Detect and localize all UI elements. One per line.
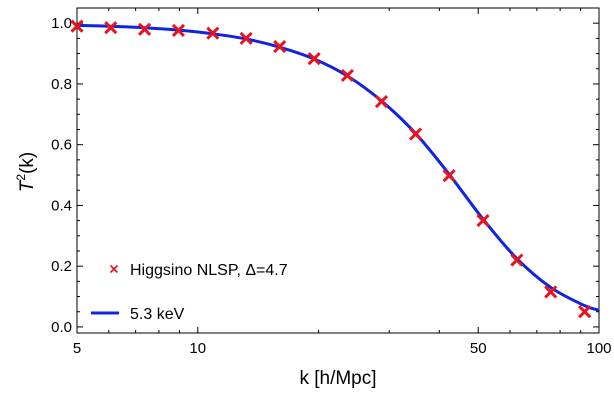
marker-stroke bbox=[409, 127, 423, 141]
y-tick-label: 0.0 bbox=[51, 319, 72, 336]
x-tick-label: 50 bbox=[470, 340, 487, 357]
marker-stroke bbox=[138, 22, 152, 36]
marker-stroke bbox=[273, 40, 287, 54]
y-axis-title: T2(k) bbox=[14, 152, 38, 192]
x-tick-label: 100 bbox=[586, 340, 611, 357]
y-tick-label: 0.2 bbox=[51, 258, 72, 275]
data-point-marker bbox=[442, 169, 456, 183]
marker-stroke bbox=[442, 169, 456, 183]
marker-stroke bbox=[70, 19, 84, 33]
axis-ticks bbox=[76, 8, 600, 333]
x-axis-title: k [h/Mpc] bbox=[299, 368, 376, 389]
legend: Higgsino NLSP, Δ=4.7 5.3 keV bbox=[91, 262, 288, 323]
marker-stroke bbox=[239, 31, 253, 45]
y-tick-label: 1.0 bbox=[51, 15, 72, 32]
data-point-marker bbox=[239, 31, 253, 45]
series-markers-group bbox=[70, 19, 592, 319]
data-point-marker bbox=[544, 285, 558, 299]
data-point-marker bbox=[374, 94, 389, 109]
y-axis-title-main: T bbox=[17, 179, 38, 192]
marker-stroke bbox=[206, 26, 220, 40]
marker-stroke bbox=[104, 21, 118, 35]
y-tick-label: 0.6 bbox=[51, 137, 72, 154]
y-axis-title-rest: (k) bbox=[17, 152, 38, 174]
data-point-marker bbox=[510, 253, 524, 267]
legend-marker-icon bbox=[109, 264, 119, 274]
data-point-marker bbox=[104, 21, 118, 35]
marker-stroke bbox=[307, 52, 321, 66]
marker-stroke bbox=[374, 94, 389, 109]
marker-stroke bbox=[578, 305, 592, 319]
marker-stroke bbox=[171, 23, 186, 38]
data-point-marker bbox=[307, 52, 321, 66]
marker-stroke bbox=[476, 214, 490, 228]
data-point-marker bbox=[409, 127, 423, 141]
plot-frame bbox=[76, 7, 600, 334]
legend-label-5p3kev: 5.3 keV bbox=[130, 306, 185, 323]
axis-tick-labels: 5 10 50 100 0.0 0.2 0.4 0.6 0.8 1.0 bbox=[51, 15, 611, 357]
data-point-marker bbox=[273, 40, 287, 54]
data-point-marker bbox=[578, 305, 592, 319]
legend-label-higgsino: Higgsino NLSP, Δ=4.7 bbox=[130, 262, 288, 279]
marker-stroke bbox=[510, 253, 524, 267]
x-tick-label: 10 bbox=[189, 340, 206, 357]
data-point-marker bbox=[340, 68, 354, 82]
y-tick-label: 0.8 bbox=[51, 76, 72, 93]
data-point-marker bbox=[206, 26, 220, 40]
x-tick-label: 5 bbox=[73, 340, 81, 357]
y-axis-title-sup: 2 bbox=[14, 174, 28, 181]
data-point-marker bbox=[476, 214, 490, 228]
data-point-marker bbox=[70, 19, 84, 33]
data-point-marker bbox=[138, 22, 152, 36]
marker-stroke bbox=[544, 285, 558, 299]
marker-stroke bbox=[340, 68, 354, 82]
y-tick-label: 0.4 bbox=[51, 197, 72, 214]
data-point-marker bbox=[171, 23, 186, 38]
